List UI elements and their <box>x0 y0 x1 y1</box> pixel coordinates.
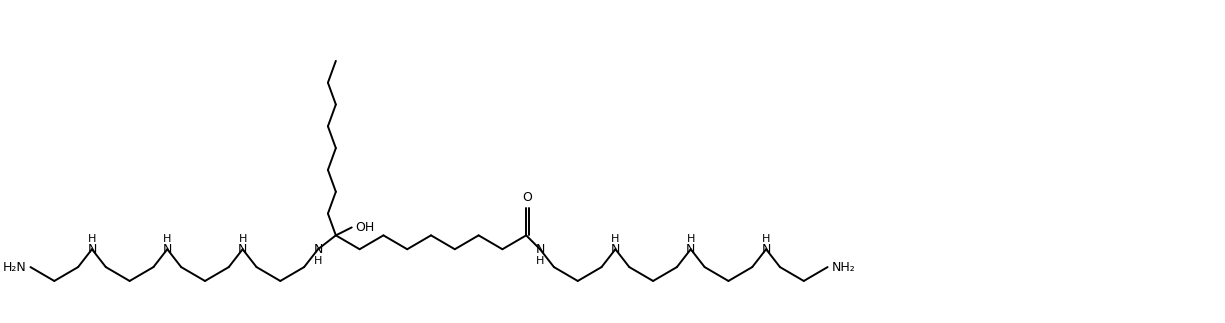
Text: NH₂: NH₂ <box>832 261 855 274</box>
Text: H: H <box>686 234 695 244</box>
Text: H₂N: H₂N <box>2 261 27 274</box>
Text: H: H <box>314 256 322 266</box>
Text: H: H <box>239 234 247 244</box>
Text: H: H <box>535 256 544 266</box>
Text: H: H <box>88 234 96 244</box>
Text: N: N <box>238 243 247 256</box>
Text: N: N <box>686 243 696 256</box>
Text: N: N <box>611 243 620 256</box>
Text: H: H <box>611 234 620 244</box>
Text: O: O <box>522 191 532 204</box>
Text: N: N <box>762 243 771 256</box>
Text: N: N <box>314 243 322 256</box>
Text: OH: OH <box>355 221 375 234</box>
Text: N: N <box>163 243 172 256</box>
Text: N: N <box>535 243 545 256</box>
Text: N: N <box>87 243 97 256</box>
Text: H: H <box>163 234 172 244</box>
Text: H: H <box>762 234 771 244</box>
